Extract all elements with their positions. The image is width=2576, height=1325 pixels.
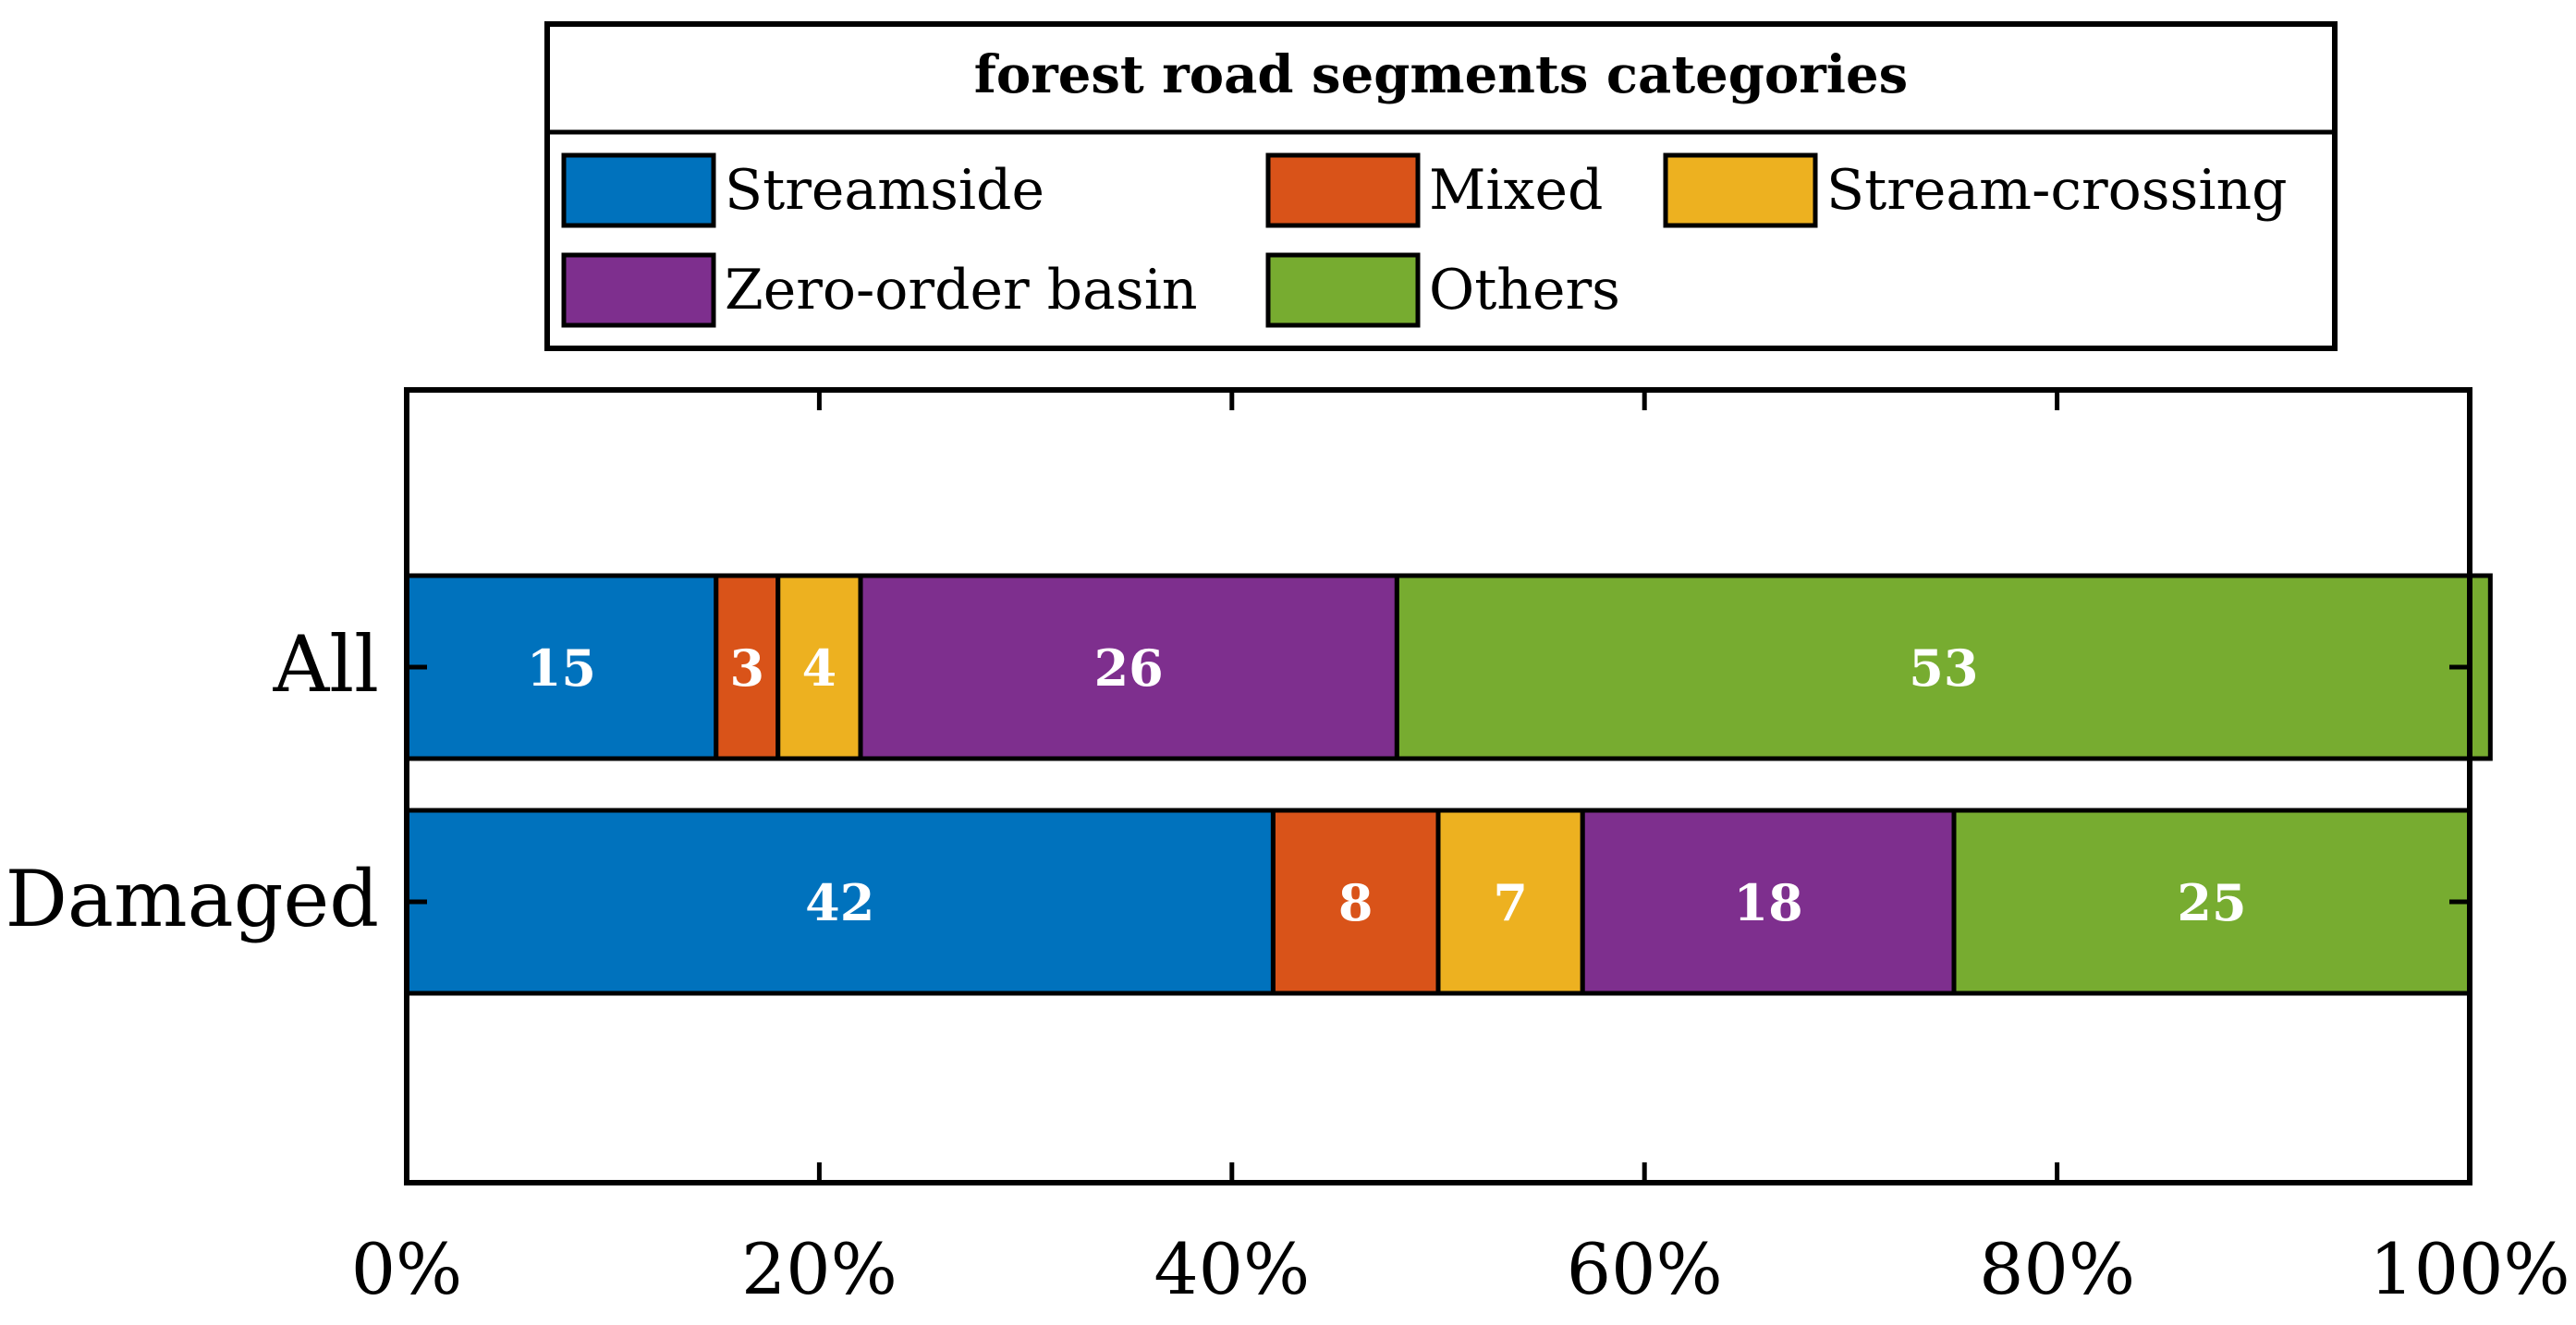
bar-all-streamside (404, 573, 719, 761)
x-tick-label-60: 60% (1567, 1228, 1723, 1310)
legend: forest road segments categories Streamsi… (544, 21, 2338, 351)
data-label-damaged-zero-order-basin: 18 (1734, 873, 1803, 932)
legend-label-stream-crossing: Stream-crossing (1826, 158, 2288, 223)
data-label-all-streamside: 15 (527, 638, 596, 698)
legend-label-streamside: Streamside (725, 158, 1044, 223)
data-label-damaged-stream-crossing: 7 (1493, 873, 1528, 932)
data-label-all-mixed: 3 (729, 638, 764, 698)
legend-swatch-mixed (1265, 152, 1421, 228)
x-tick-label-40: 40% (1154, 1228, 1310, 1310)
bar-damaged-zero-order-basin (1580, 808, 1957, 996)
legend-label-zero-order-basin: Zero-order basin (725, 258, 1198, 322)
legend-title: forest road segments categories (974, 44, 1908, 105)
data-label-all-zero-order-basin: 26 (1094, 638, 1164, 698)
legend-swatch-zero-order-basin (561, 252, 716, 328)
legend-swatch-streamside (561, 152, 716, 228)
x-tick-label-20: 20% (741, 1228, 897, 1310)
data-label-all-stream-crossing: 4 (802, 638, 837, 698)
data-label-damaged-others: 25 (2177, 873, 2246, 932)
legend-frame (544, 21, 2338, 351)
x-tick-label-0: 0% (351, 1228, 463, 1310)
plot-area (407, 390, 2470, 1183)
x-tick-label-80: 80% (1979, 1228, 2135, 1310)
legend-label-others: Others (1429, 258, 1620, 322)
x-tick-label-100: 100% (2369, 1228, 2570, 1310)
legend-label-mixed: Mixed (1429, 158, 1603, 223)
y-tick-label-damaged: Damaged (6, 854, 379, 944)
plot-frame (404, 387, 2472, 1185)
bar-damaged-others (1951, 808, 2472, 996)
legend-swatch-stream-crossing (1663, 152, 1818, 228)
data-label-damaged-mixed: 8 (1338, 873, 1373, 932)
data-label-damaged-streamside: 42 (805, 873, 874, 932)
bar-all-others (1394, 573, 2493, 761)
data-label-all-others: 53 (1909, 638, 1978, 698)
legend-swatch-others (1265, 252, 1421, 328)
bar-damaged-stream-crossing (1435, 808, 1585, 996)
y-tick-label-all: All (273, 619, 379, 710)
bar-all-mixed (714, 573, 781, 761)
